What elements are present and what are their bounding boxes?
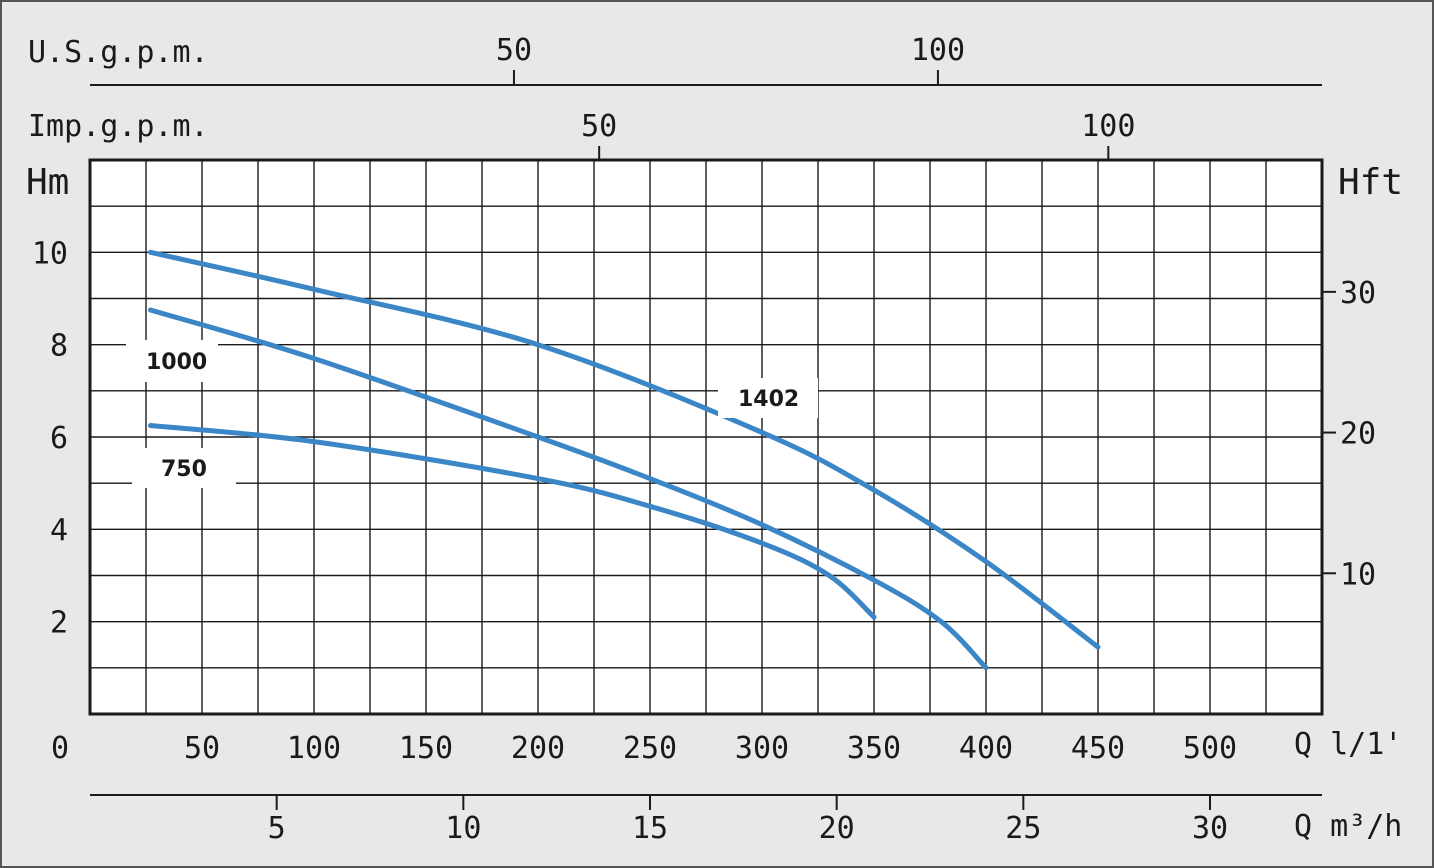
- y-left-tick-label: 4: [50, 513, 68, 548]
- m3h-tick-label: 5: [268, 811, 286, 846]
- y-right-tick-label: 20: [1340, 417, 1376, 452]
- x-tick-label: 150: [399, 731, 453, 766]
- y-left-tick-label: 10: [32, 236, 68, 271]
- m3h-tick-label: 10: [445, 811, 481, 846]
- q-lmin-unit-label: Q l/1': [1294, 727, 1402, 762]
- m3h-tick-label: 20: [819, 811, 855, 846]
- hm-axis-label: Hm: [26, 162, 69, 203]
- axes: 0 50 100 150 200 250 300 350 400 450 500 2 4 6 8 10 10 20…: [32, 33, 1376, 846]
- y-left-tick-label: 8: [50, 329, 68, 364]
- x-tick-label: 400: [959, 731, 1013, 766]
- x-tick-label: 50: [184, 731, 220, 766]
- usgpm-tick-label: 50: [496, 33, 532, 68]
- impgpm-tick-label: 50: [581, 109, 617, 144]
- series-label-750: 750: [161, 457, 207, 482]
- x-tick-label: 0: [51, 731, 69, 766]
- label-1000-bg: [126, 340, 218, 382]
- label-750-bg: [132, 448, 236, 488]
- x-tick-label: 500: [1183, 731, 1237, 766]
- x-tick-label: 350: [847, 731, 901, 766]
- usgpm-axis-label: U.S.g.p.m.: [28, 35, 209, 70]
- curve-750: [148, 423, 877, 620]
- x-tick-label: 100: [287, 731, 341, 766]
- y-right-tick-label: 30: [1340, 276, 1376, 311]
- y-left-tick-label: 2: [50, 606, 68, 641]
- x-tick-label: 450: [1071, 731, 1125, 766]
- m3h-tick-label: 15: [632, 811, 668, 846]
- q-m3h-unit-label: Q m³/h: [1294, 809, 1402, 844]
- m3h-tick-label: 25: [1005, 811, 1041, 846]
- plot-border: [88, 158, 1324, 716]
- y-right-tick-label: 10: [1340, 557, 1376, 592]
- series-label-1402: 1402: [738, 387, 799, 412]
- impgpm-axis-label: Imp.g.p.m.: [28, 109, 209, 144]
- x-tick-label: 300: [735, 731, 789, 766]
- m3h-tick-label: 30: [1192, 811, 1228, 846]
- x-tick-label: 250: [623, 731, 677, 766]
- y-left-tick-label: 6: [50, 421, 68, 456]
- series-label-1000: 1000: [146, 350, 207, 375]
- curve-1000: [148, 307, 989, 671]
- usgpm-tick-label: 100: [911, 33, 965, 68]
- label-1402-bg: [718, 378, 818, 418]
- hft-axis-label: Hft: [1338, 162, 1403, 203]
- impgpm-tick-label: 100: [1081, 109, 1135, 144]
- x-tick-label: 200: [511, 731, 565, 766]
